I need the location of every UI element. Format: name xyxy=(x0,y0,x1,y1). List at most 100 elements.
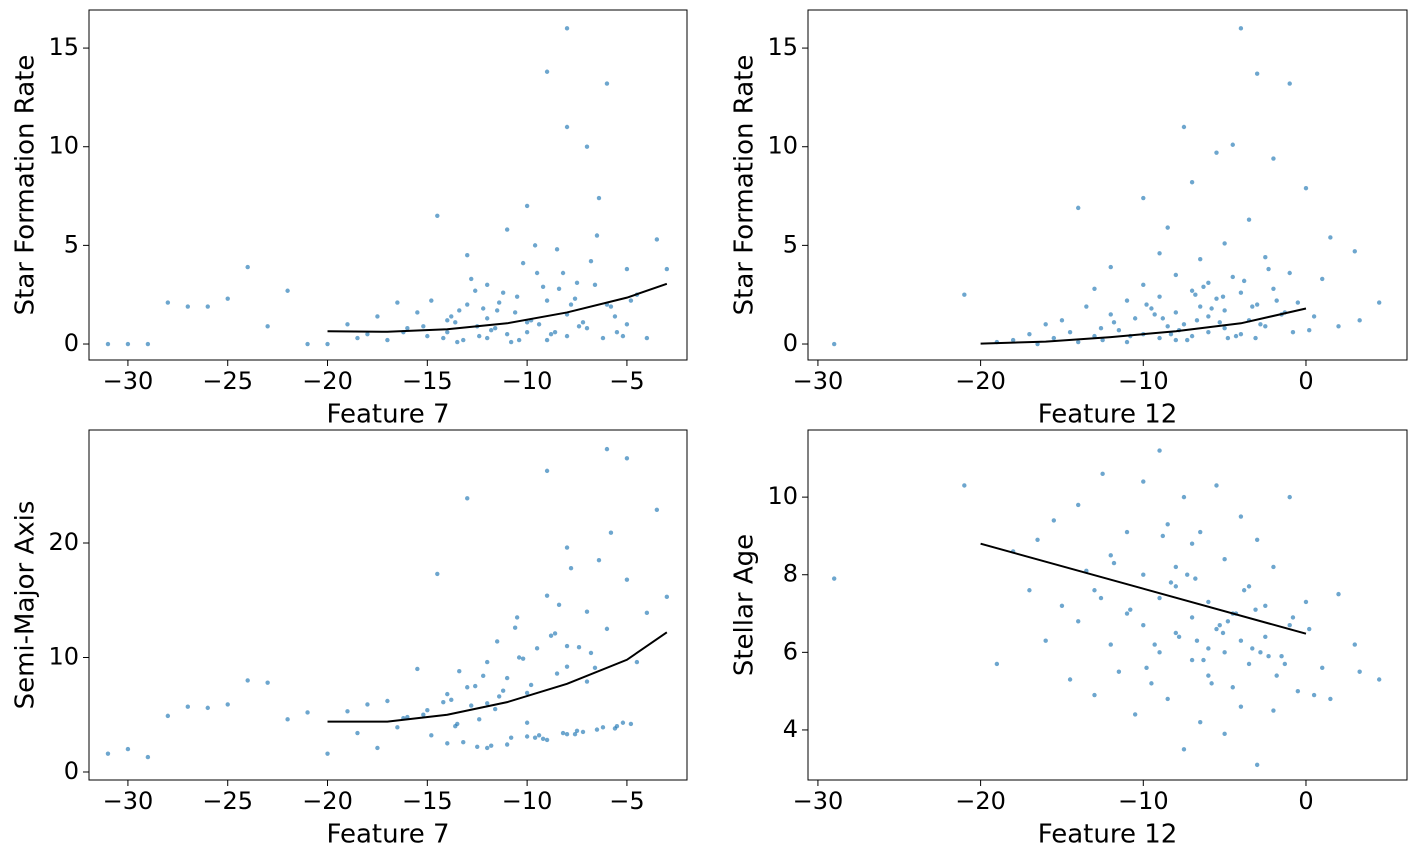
scatter-point xyxy=(572,732,578,737)
scatter-point xyxy=(1173,584,1179,589)
scatter-point xyxy=(584,326,590,331)
scatter-point xyxy=(1209,306,1214,311)
scatter-point xyxy=(496,300,502,305)
scatter-point xyxy=(465,496,470,501)
scatter-point xyxy=(500,290,506,295)
y-axis-label: Star Formation Rate xyxy=(730,55,760,316)
fit-line xyxy=(980,542,1307,635)
y-tick-label: 6 xyxy=(783,637,798,665)
scatter-point xyxy=(1149,306,1154,311)
scatter-point xyxy=(580,320,586,325)
scatter-point xyxy=(1271,156,1276,161)
scatter-point xyxy=(564,664,570,669)
scatter-point xyxy=(1152,312,1157,317)
scatter-point xyxy=(1027,588,1032,593)
scatter-point xyxy=(1157,650,1162,655)
scatter-point xyxy=(477,333,482,339)
scatter-point xyxy=(1092,588,1097,593)
scatter-point xyxy=(1222,326,1227,331)
scatter-point xyxy=(1258,650,1263,655)
scatter-point xyxy=(449,314,454,319)
axes-frame xyxy=(88,9,688,361)
scatter-point xyxy=(584,609,590,614)
scatter-point xyxy=(568,565,574,571)
y-tick-label: 8 xyxy=(783,560,798,588)
scatter-point xyxy=(528,682,534,688)
scatter-point xyxy=(536,733,542,738)
scatter-point xyxy=(1193,576,1198,581)
scatter-point xyxy=(457,669,462,674)
scatter-point xyxy=(1206,646,1211,651)
scatter-point xyxy=(1165,324,1170,329)
scatter-point xyxy=(500,688,506,693)
scatter-point xyxy=(1254,71,1260,76)
scatter-point xyxy=(453,320,458,325)
scatter-point xyxy=(385,698,390,704)
scatter-point xyxy=(504,742,510,747)
scatter-point xyxy=(465,253,470,258)
scatter-point xyxy=(1173,630,1179,636)
scatter-point xyxy=(592,282,598,288)
subplot: −30 −25 −20 −15 −10 −5 0 5 10 15 Feature 7 Star For… xyxy=(11,9,688,430)
scatter-point xyxy=(588,258,594,264)
scatter-point xyxy=(564,124,570,130)
scatter-point xyxy=(1254,302,1260,307)
scatter-point xyxy=(1076,619,1081,624)
y-axis-label: Star Formation Rate xyxy=(11,55,41,316)
scatter-point xyxy=(554,671,560,676)
scatter-point xyxy=(1132,316,1138,321)
scatter-point xyxy=(469,703,474,708)
scatter-point xyxy=(1336,591,1341,597)
scatter-point xyxy=(1230,142,1235,147)
scatter-point xyxy=(664,594,670,600)
scatter-point xyxy=(455,339,460,345)
scatter-point xyxy=(1274,298,1279,303)
scatter-point xyxy=(634,659,640,665)
scatter-point xyxy=(596,557,602,563)
scatter-point xyxy=(584,144,590,149)
scatter-point xyxy=(1141,479,1146,484)
scatter-point xyxy=(564,333,570,339)
scatter-point xyxy=(1035,537,1040,543)
scatter-point xyxy=(1181,124,1187,130)
scatter-point xyxy=(1189,288,1195,293)
y-tick-label: 10 xyxy=(48,642,79,670)
scatter-point xyxy=(1222,731,1227,737)
scatter-point xyxy=(285,717,290,722)
scatter-point xyxy=(1173,272,1179,278)
x-tick-label: −5 xyxy=(609,787,644,815)
scatter-point xyxy=(1352,249,1357,254)
scatter-point xyxy=(654,507,660,513)
scatter-point xyxy=(265,680,270,685)
scatter-point xyxy=(1295,300,1301,305)
scatter-point xyxy=(568,302,574,307)
scatter-point xyxy=(1132,712,1138,717)
scatter-point xyxy=(1043,638,1048,643)
y-tick-label: 5 xyxy=(64,230,79,258)
scatter-point xyxy=(1141,572,1146,577)
scatter-point xyxy=(469,276,474,282)
scatter-point xyxy=(265,324,270,329)
scatter-point xyxy=(624,266,630,272)
scatter-point xyxy=(1128,607,1133,612)
scatter-point xyxy=(1124,611,1130,616)
scatter-point xyxy=(494,308,500,313)
scatter-point xyxy=(1217,320,1222,325)
scatter-point xyxy=(473,683,478,689)
scatter-point xyxy=(1271,708,1276,713)
scatter-point xyxy=(1185,337,1190,343)
scatter-point xyxy=(1287,622,1292,628)
scatter-point xyxy=(520,656,526,661)
scatter-point xyxy=(1287,494,1292,500)
scatter-point xyxy=(1076,339,1081,345)
scatter-point xyxy=(1230,274,1235,280)
scatter-point xyxy=(1084,304,1089,309)
scatter-point xyxy=(1198,256,1203,262)
scatter-point xyxy=(516,655,522,660)
x-tick-label: −15 xyxy=(402,367,453,395)
scatter-point xyxy=(1067,677,1073,682)
scatter-point xyxy=(624,322,630,327)
fit-line xyxy=(327,282,668,333)
scatter-point xyxy=(576,644,582,650)
